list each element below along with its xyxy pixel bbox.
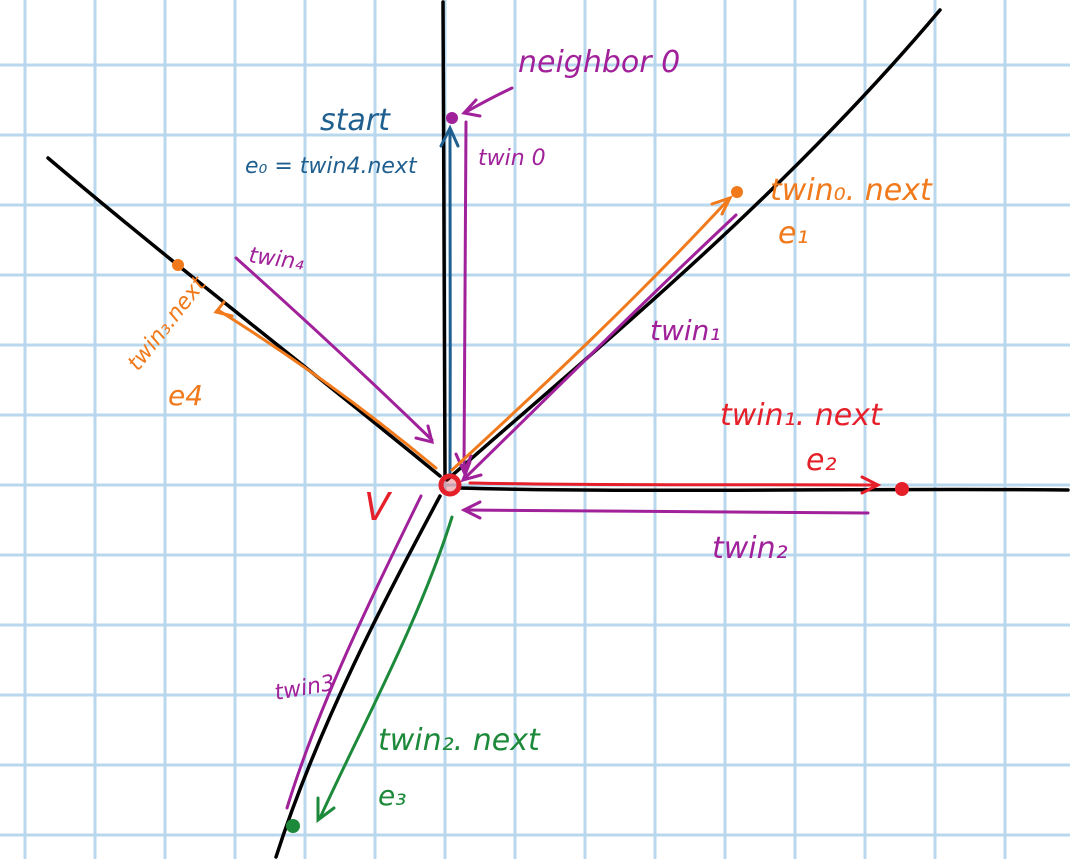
twin2-arrow [462,508,870,515]
edge-up [441,0,447,480]
red-e2-edge [468,475,882,495]
lower-left-vertex [286,819,300,833]
edge-lower-left [274,494,442,859]
twin2-label: twin₂ [712,531,788,566]
start-label: start [320,103,391,138]
e4-label: e4 [168,379,203,412]
edge-upper-left [46,156,442,478]
twin4-label: twin₄ [247,243,306,276]
neighbor0-label: neighbor 0 [518,45,680,80]
blue-start-edge [439,124,460,477]
upper-right-vertex [731,186,743,198]
labels: neighbor 0 start e₀ = twin4.next twin 0 … [123,45,933,812]
e1-arrow [450,198,730,472]
neighbor0-vertex [446,112,458,124]
right-vertex [895,482,909,496]
twin1-arrow [463,213,738,480]
twin3-next-label: twin₃.next [123,271,212,375]
twin4-arrow [234,256,434,442]
twin0-arrow [462,120,468,472]
mesh-edges [46,0,1070,859]
twin0-label: twin 0 [478,146,546,171]
edge-upper-right [445,8,942,482]
e1-label: e₁ [778,216,808,251]
twin0-next-label: twin₀. next [770,173,933,208]
e2-label: e₂ [806,443,836,478]
green-e3-edge [316,515,454,823]
upper-left-vertex [172,259,184,271]
twin1-label: twin₁ [650,314,721,347]
edge-right [456,486,1070,493]
twin2-next-label: twin₂. next [378,723,541,758]
e4-arrow [216,308,438,470]
e3-label: e₃ [378,779,406,812]
center-vertex-v [438,473,462,497]
v-label: V [364,485,393,529]
orange-next-edges [213,195,733,472]
twin3-arrow [285,494,423,810]
purple-twin-edges [234,120,870,810]
pointer-arrow [461,86,514,118]
e0-label: e₀ = twin4.next [245,154,418,179]
twin1-next-label: twin₁. next [720,398,883,433]
